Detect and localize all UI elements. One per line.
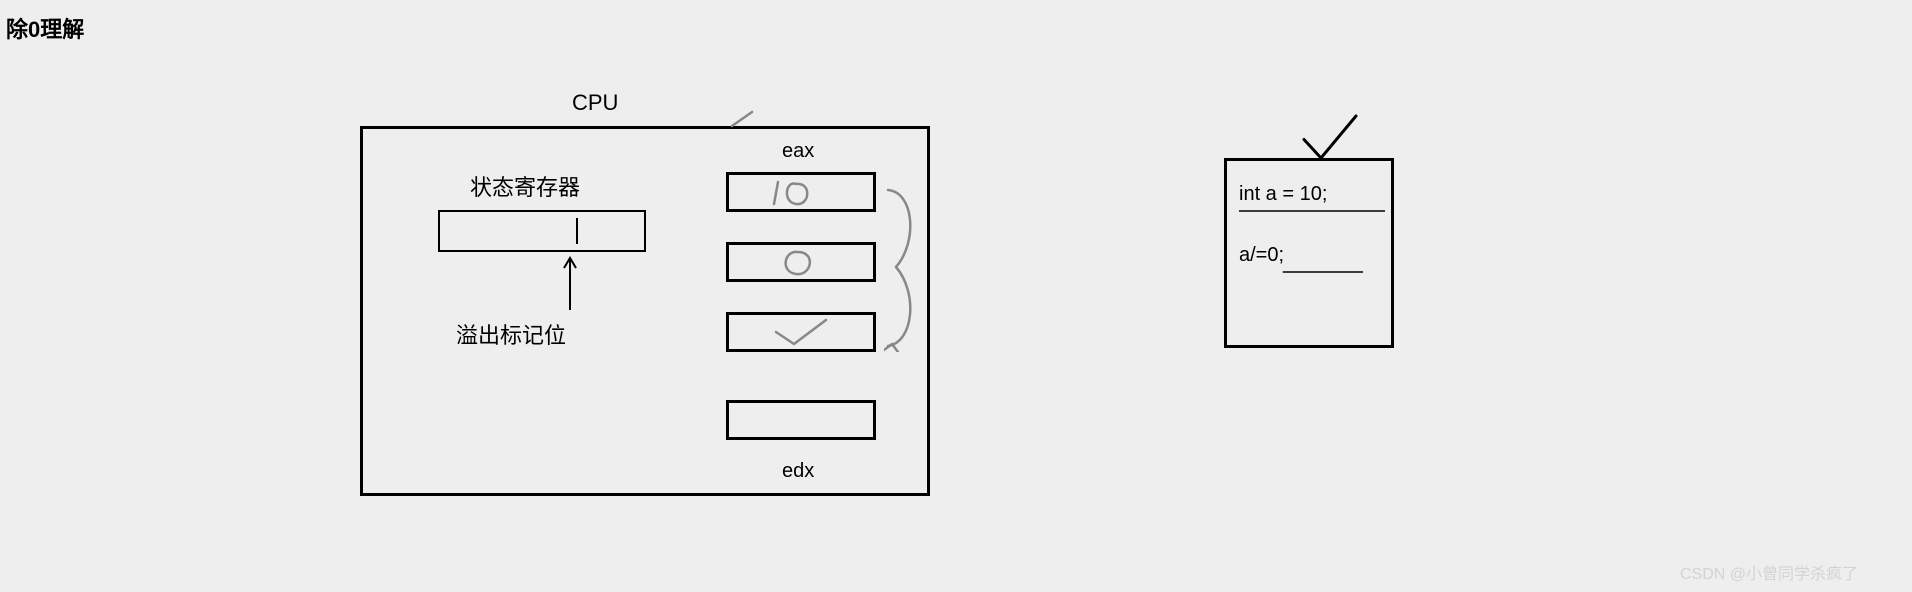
page-title: 除0理解	[6, 12, 84, 44]
cpu-label: CPU	[572, 90, 618, 116]
status-register-box	[438, 210, 646, 252]
edx-label: edx	[782, 460, 814, 483]
register-box-0	[726, 172, 876, 212]
eax-label: eax	[782, 140, 814, 163]
register-box-1	[726, 242, 876, 282]
watermark: CSDN @小曾同学杀疯了	[1680, 560, 1858, 584]
code-check-mark	[1300, 112, 1360, 162]
register-box-2	[726, 312, 876, 352]
status-register-label: 状态寄存器	[470, 170, 580, 202]
register-box-3	[726, 400, 876, 440]
code-underline-1	[1239, 269, 1385, 277]
code-line-0: int a = 10;	[1239, 183, 1379, 206]
overflow-flag-label: 溢出标记位	[456, 318, 566, 350]
diagram-canvas: 除0理解 CPU 状态寄存器 溢出标记位 eax edx int a = 10;…	[0, 0, 1912, 592]
code-underline-0	[1239, 208, 1385, 216]
code-box: int a = 10; a/=0;	[1224, 158, 1394, 348]
code-line-1: a/=0;	[1239, 244, 1379, 267]
